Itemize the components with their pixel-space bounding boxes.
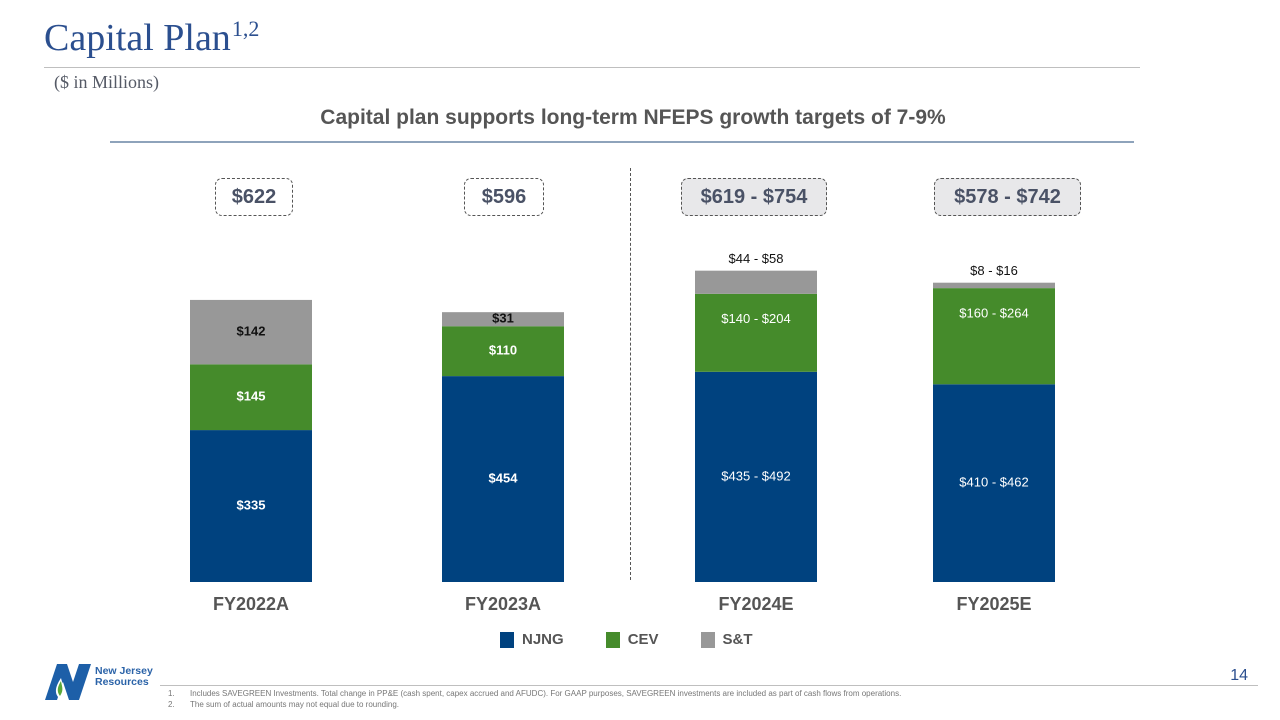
footnotes: 1. Includes SAVEGREEN Investments. Total … <box>168 688 901 710</box>
bar-st-fy2024e <box>695 270 817 294</box>
legend-label-njng: NJNG <box>522 631 564 648</box>
total-box-fy2025e: $578 - $742 <box>934 178 1081 216</box>
logo-line-2: Resources <box>95 676 149 688</box>
footnote-1: 1. Includes SAVEGREEN Investments. Total … <box>168 688 901 699</box>
footnote-number: 2. <box>168 700 175 709</box>
legend-item-njng: NJNG <box>500 631 564 648</box>
njr-logo-icon <box>45 664 91 700</box>
bar-label-njng-fy2023a: $454 <box>489 470 519 485</box>
bar-label-cev-fy2022a: $145 <box>237 389 266 404</box>
bar-label-cev-fy2023a: $110 <box>489 343 517 358</box>
bar-label-st-fy2023a: $31 <box>492 311 514 326</box>
legend-item-cev: CEV <box>605 631 659 648</box>
units-label: ($ in Millions) <box>54 72 160 92</box>
legend-swatch-st <box>700 631 715 648</box>
page-title: Capital Plan1,2 <box>44 16 260 59</box>
x-tick-label-fy2024e: FY2024E <box>718 594 793 614</box>
chart-legend: NJNG CEV S&T <box>500 631 795 648</box>
logo-wordmark: New Jersey Resources <box>95 666 153 688</box>
chart-subtitle: Capital plan supports long-term NFEPS gr… <box>320 106 946 129</box>
bar-cev-fy2025e <box>933 288 1055 385</box>
footnote-text: Includes SAVEGREEN Investments. Total ch… <box>190 689 902 698</box>
subtitle-divider <box>110 141 1134 143</box>
footnote-number: 1. <box>168 689 175 698</box>
legend-swatch-cev <box>605 631 620 648</box>
bar-label-cev-fy2025e: $160 - $264 <box>959 306 1028 321</box>
bar-njng-fy2025e <box>933 384 1055 582</box>
bar-njng-fy2024e <box>695 371 817 582</box>
bar-st-fy2023a <box>442 312 564 327</box>
bar-label-st-fy2022a: $142 <box>237 324 266 339</box>
title-footnote-ref: 1,2 <box>231 16 260 41</box>
x-tick-label-fy2023a: FY2023A <box>465 594 541 614</box>
bar-label-st-fy2025e: $8 - $16 <box>970 263 1018 278</box>
footnote-2: 2. The sum of actual amounts may not equa… <box>168 699 901 710</box>
footer-divider <box>160 685 1258 686</box>
x-tick-label-fy2025e: FY2025E <box>956 594 1031 614</box>
page-title-text: Capital Plan <box>44 17 231 59</box>
page-number: 14 <box>1230 667 1248 684</box>
bar-njng-fy2023a <box>442 376 564 582</box>
bar-label-st-fy2024e: $44 - $58 <box>729 251 784 266</box>
legend-label-st: S&T <box>722 631 753 648</box>
bar-njng-fy2022a <box>190 430 312 582</box>
actual-estimate-divider <box>630 168 631 580</box>
total-box-fy2023a: $596 <box>464 178 544 216</box>
bar-cev-fy2022a <box>190 364 312 431</box>
x-tick-label-fy2022a: FY2022A <box>213 594 289 614</box>
legend-swatch-njng <box>500 631 514 648</box>
footnote-text: The sum of actual amounts may not equal … <box>190 700 400 709</box>
bar-label-njng-fy2024e: $435 - $492 <box>721 468 790 483</box>
bar-label-njng-fy2025e: $410 - $462 <box>959 475 1028 490</box>
bar-st-fy2025e <box>933 282 1055 289</box>
company-logo: New Jersey Resources <box>43 662 163 704</box>
bar-label-njng-fy2022a: $335 <box>237 497 266 512</box>
bar-label-cev-fy2024e: $140 - $204 <box>721 311 790 326</box>
legend-item-st: S&T <box>700 631 753 648</box>
title-divider <box>44 67 1140 68</box>
bar-st-fy2022a <box>190 299 312 365</box>
total-box-fy2024e: $619 - $754 <box>681 178 827 216</box>
total-box-fy2022a: $622 <box>215 178 293 216</box>
bar-cev-fy2023a <box>442 326 564 377</box>
bar-cev-fy2024e <box>695 293 817 372</box>
legend-label-cev: CEV <box>627 631 659 648</box>
logo-line-1: New Jersey <box>95 665 153 677</box>
